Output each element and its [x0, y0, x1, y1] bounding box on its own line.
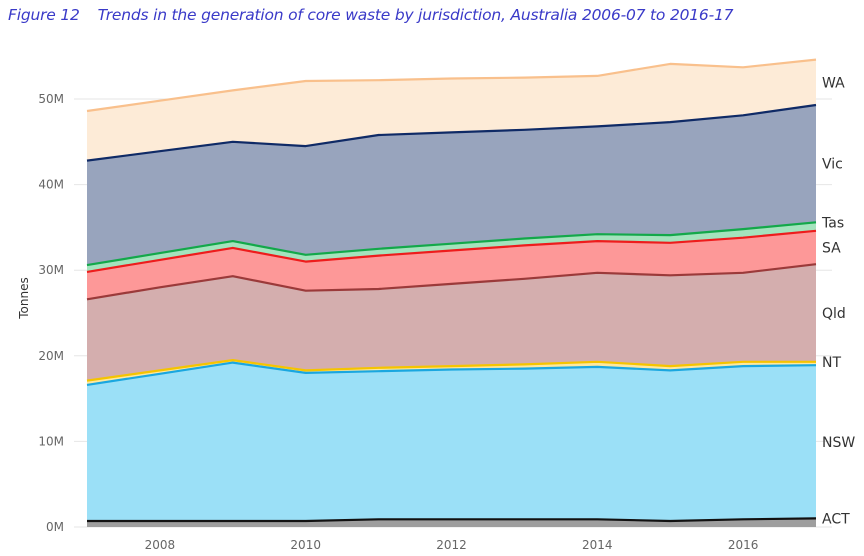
y-tick-label: 40M [38, 178, 64, 192]
y-axis: 0M 10M 20M 30M 40M 50M [38, 92, 64, 534]
y-axis-label: Tonnes [17, 277, 31, 319]
line-act [87, 517, 817, 523]
x-tick-label: 2016 [728, 538, 759, 552]
line-qld [86, 263, 817, 301]
area-nsw [87, 362, 816, 521]
area-sa [87, 230, 816, 300]
series-lines [86, 58, 817, 523]
y-tick-label: 20M [38, 349, 64, 363]
series-label-sa: SA [822, 241, 841, 257]
series-label-qld: Qld [822, 306, 846, 322]
area-wa [87, 59, 816, 161]
series-label-nsw: NSW [822, 435, 855, 451]
x-tick-label: 2012 [436, 538, 467, 552]
series-label-act: ACT [822, 511, 850, 527]
y-tick-label: 50M [38, 92, 64, 106]
series-label-vic: Vic [822, 157, 843, 173]
x-tick-label: 2014 [582, 538, 613, 552]
figure-caption: Trends in the generation of core waste b… [97, 6, 734, 24]
series-labels: ACT NSW NT Qld SA Tas Vic WA [821, 75, 855, 527]
y-tick-label: 10M [38, 434, 64, 448]
area-qld [87, 264, 816, 381]
y-tick-label: 0M [46, 520, 64, 534]
series-label-wa: WA [822, 75, 845, 91]
line-wa [86, 58, 817, 113]
series-areas [87, 59, 816, 527]
x-axis: 2008 2010 2012 2014 2016 [145, 538, 759, 552]
figure-title: Figure 12 Trends in the generation of cor… [8, 6, 734, 24]
x-tick-label: 2008 [145, 538, 176, 552]
y-tick-label: 30M [38, 263, 64, 277]
line-nt [86, 359, 816, 382]
line-sa [86, 229, 817, 273]
line-tas [86, 221, 817, 267]
line-nsw [86, 361, 817, 386]
line-vic [86, 103, 817, 162]
figure-number: Figure 12 [8, 6, 80, 24]
series-label-nt: NT [822, 355, 841, 371]
series-label-tas: Tas [821, 215, 844, 231]
x-tick-label: 2010 [290, 538, 321, 552]
